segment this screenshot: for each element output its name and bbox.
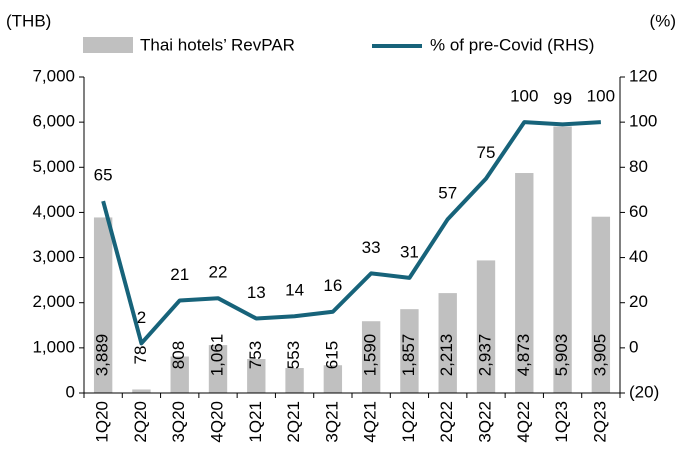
legend-swatch [83,37,133,53]
y2-tick-label: (20) [629,382,659,401]
bar [132,389,151,393]
y2-tick-label: 40 [629,247,648,266]
line-value-label: 14 [285,281,304,300]
bar-value-label: 553 [284,341,303,369]
y-tick-label: 3,000 [32,247,75,266]
legend-label: % of pre-Covid (RHS) [430,35,594,54]
x-tick-label: 4Q20 [207,401,226,443]
bar-value-label: 3,905 [590,334,609,377]
y2-tick-label: 20 [629,292,648,311]
x-tick-label: 3Q21 [322,401,341,443]
line-value-label: 99 [553,89,572,108]
line-value-label: 57 [438,184,457,203]
x-tick-label: 1Q23 [552,401,571,443]
bar [247,359,266,393]
y-axis-label: (THB) [6,11,51,30]
line-value-label: 2 [137,308,146,327]
bar [361,321,381,393]
bar-value-label: 78 [131,346,150,365]
line-value-label: 75 [477,143,496,162]
line-value-label: 16 [323,276,342,295]
y2-tick-label: 0 [629,337,638,356]
bar [400,309,419,393]
bar-value-label: 753 [246,341,265,369]
line-value-label: 100 [587,87,615,106]
bar-value-label: 4,873 [514,334,533,377]
line-value-label: 21 [170,265,189,284]
x-tick-label: 1Q21 [246,401,265,443]
x-tick-label: 1Q22 [399,401,418,443]
bar-value-label: 2,937 [475,334,494,377]
bar [323,365,343,393]
bar [438,293,457,393]
bar [170,356,189,393]
bar [285,368,304,393]
bar [93,217,113,393]
y-tick-label: 0 [66,382,75,401]
x-tick-label: 4Q22 [514,401,533,443]
y2-tick-label: 120 [629,66,657,85]
line-value-label: 22 [209,263,228,282]
bar-value-label: 3,889 [93,334,112,377]
legend-label: Thai hotels’ RevPAR [140,35,295,54]
line [101,120,601,346]
bar-value-label: 615 [322,341,341,369]
y-tick-label: 7,000 [32,66,75,85]
line-value-label: 13 [247,283,266,302]
x-tick-label: 3Q22 [475,401,494,443]
y-tick-label: 5,000 [32,157,75,176]
line-value-label: 65 [94,166,113,185]
bar [515,173,534,393]
y-tick-label: 4,000 [32,202,75,221]
bar [553,126,572,393]
bar-value-label: 5,903 [552,334,571,377]
line-value-label: 33 [362,238,381,257]
bar [208,345,228,393]
x-tick-label: 3Q20 [169,401,188,443]
bar-value-label: 2,213 [437,334,456,377]
y-tick-label: 1,000 [32,337,75,356]
bar-value-label: 1,857 [399,334,418,377]
x-tick-label: 2Q20 [131,401,150,443]
bar [476,260,496,393]
x-tick-label: 2Q21 [284,401,303,443]
y-tick-label: 6,000 [32,112,75,131]
y2-tick-label: 60 [629,202,648,221]
y-tick-label: 2,000 [32,292,75,311]
x-tick-label: 4Q21 [361,401,380,443]
y2-tick-label: 100 [629,112,657,131]
x-tick-label: 2Q22 [437,401,456,443]
y2-tick-label: 80 [629,157,648,176]
y2-axis-label: (%) [650,11,676,30]
bar-value-label: 1,590 [361,334,380,377]
bar-value-label: 1,061 [207,334,226,377]
line-value-label: 100 [510,87,538,106]
bar [591,216,611,393]
line-value-label: 31 [400,242,419,261]
x-tick-label: 1Q20 [93,401,112,443]
x-tick-label: 2Q23 [590,401,609,443]
bar-value-label: 808 [169,341,188,369]
